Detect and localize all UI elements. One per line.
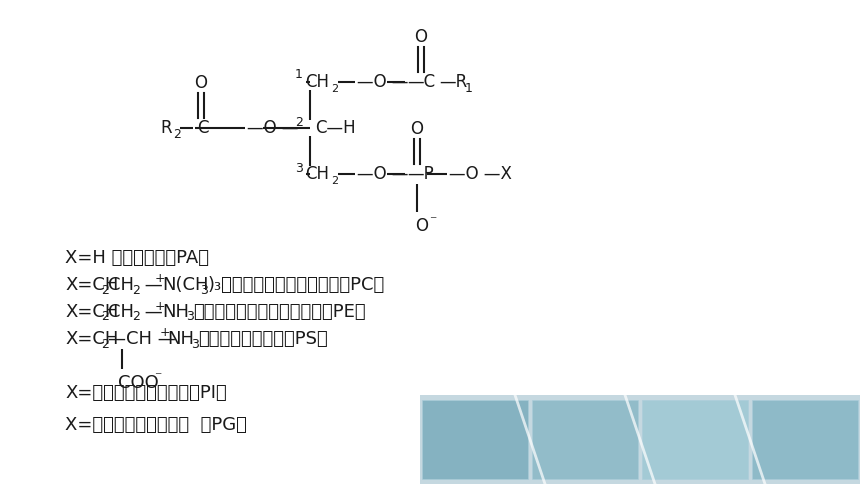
Text: —O —: —O — (247, 119, 298, 137)
Text: —CH —: —CH — (108, 330, 175, 348)
Text: +: + (155, 272, 166, 286)
Text: 2: 2 (173, 128, 181, 141)
Bar (532, 400, 638, 479)
Text: 2: 2 (132, 284, 140, 297)
Text: 2: 2 (101, 337, 109, 350)
Text: 3: 3 (200, 284, 208, 297)
Text: —: — (139, 303, 163, 321)
Text: CH: CH (108, 303, 134, 321)
Text: —O —: —O — (357, 165, 408, 183)
Text: X=甘油时为磷脂酰甘油  （PG）: X=甘油时为磷脂酰甘油 （PG） (65, 416, 247, 434)
Text: 3: 3 (191, 337, 199, 350)
Text: 时为磷脂酰丝氨酸（PS）: 时为磷脂酰丝氨酸（PS） (198, 330, 328, 348)
Text: X=CH: X=CH (65, 330, 119, 348)
Text: O: O (194, 74, 207, 92)
Text: 1: 1 (295, 68, 303, 81)
Text: 时为脑磷脂（磷脂酰乙醇胺，PE）: 时为脑磷脂（磷脂酰乙醇胺，PE） (193, 303, 366, 321)
Text: CH: CH (108, 276, 134, 294)
Bar (422, 400, 528, 479)
Text: O: O (415, 28, 427, 46)
Text: —C: —C (407, 73, 435, 91)
Text: +: + (160, 327, 170, 339)
Text: ⁻: ⁻ (154, 370, 162, 384)
Text: 2: 2 (101, 284, 109, 297)
Text: —O —X: —O —X (449, 165, 512, 183)
Bar (752, 400, 858, 479)
Text: X=肌醇时为磷脂酰肌醇（PI）: X=肌醇时为磷脂酰肌醇（PI） (65, 384, 227, 402)
Text: X=CH: X=CH (65, 303, 119, 321)
Text: 2: 2 (132, 311, 140, 323)
Text: 3: 3 (186, 311, 194, 323)
Text: NH: NH (162, 303, 189, 321)
Text: )₃时为卵磷脂（磷脂酰胆碱，PC）: )₃时为卵磷脂（磷脂酰胆碱，PC） (208, 276, 385, 294)
Text: +: + (155, 300, 166, 313)
Text: 1: 1 (465, 82, 473, 95)
Text: NH: NH (167, 330, 194, 348)
Text: CH: CH (305, 165, 329, 183)
Text: 2: 2 (331, 84, 338, 94)
Text: COO: COO (118, 374, 159, 392)
Text: O: O (415, 217, 428, 235)
Text: CH: CH (305, 73, 329, 91)
Text: X=CH: X=CH (65, 276, 119, 294)
Text: —R: —R (439, 73, 467, 91)
Text: 2: 2 (331, 176, 338, 186)
Text: —O —: —O — (357, 73, 408, 91)
Text: —P: —P (407, 165, 433, 183)
Text: N(CH: N(CH (162, 276, 208, 294)
Text: C: C (197, 119, 208, 137)
Bar (420, 395, 860, 484)
Text: —: — (139, 276, 163, 294)
Text: X=H 时为磷脂酸（PA）: X=H 时为磷脂酸（PA） (65, 249, 209, 267)
Text: O: O (410, 120, 423, 138)
Text: 3: 3 (295, 162, 303, 175)
Text: 2: 2 (295, 116, 303, 129)
Text: ⁻: ⁻ (429, 214, 436, 228)
Bar (642, 400, 748, 479)
Text: 2: 2 (101, 311, 109, 323)
Text: R: R (160, 119, 172, 137)
Text: C—H: C—H (315, 119, 356, 137)
